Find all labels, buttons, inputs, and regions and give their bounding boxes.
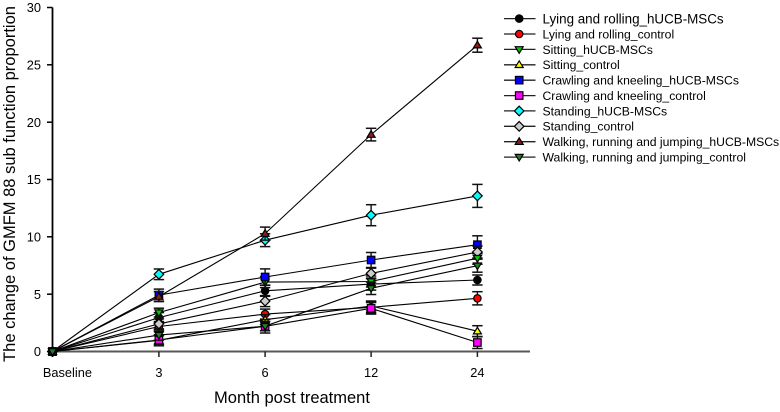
svg-text:Baseline: Baseline bbox=[43, 365, 92, 380]
svg-text:Standing_hUCB-MSCs: Standing_hUCB-MSCs bbox=[543, 104, 668, 118]
svg-text:25: 25 bbox=[27, 57, 41, 72]
svg-text:30: 30 bbox=[27, 0, 41, 15]
svg-text:3: 3 bbox=[155, 365, 162, 380]
svg-text:Standing_control: Standing_control bbox=[543, 120, 634, 134]
svg-text:15: 15 bbox=[27, 172, 41, 187]
svg-text:Sitting_control: Sitting_control bbox=[543, 58, 620, 72]
svg-text:Lying and rolling_control: Lying and rolling_control bbox=[543, 27, 675, 41]
svg-text:5: 5 bbox=[34, 287, 41, 302]
svg-text:6: 6 bbox=[262, 365, 269, 380]
svg-text:Crawling and kneeling_control: Crawling and kneeling_control bbox=[543, 89, 706, 103]
svg-text:0: 0 bbox=[34, 344, 41, 359]
svg-text:Crawling and kneeling_hUCB-MSC: Crawling and kneeling_hUCB-MSCs bbox=[543, 74, 739, 88]
svg-text:Month post treatment: Month post treatment bbox=[214, 389, 370, 407]
svg-text:20: 20 bbox=[27, 115, 41, 130]
svg-text:12: 12 bbox=[364, 365, 378, 380]
svg-text:Walking, running and jumping_h: Walking, running and jumping_hUCB-MSCs bbox=[543, 135, 780, 149]
svg-text:Walking, running and jumping_c: Walking, running and jumping_control bbox=[543, 151, 746, 165]
svg-text:Sitting_hUCB-MSCs: Sitting_hUCB-MSCs bbox=[543, 43, 653, 57]
svg-text:10: 10 bbox=[27, 229, 41, 244]
svg-text:24: 24 bbox=[470, 365, 484, 380]
svg-text:The change of GMFM 88 sub func: The change of GMFM 88 sub function propo… bbox=[1, 6, 19, 362]
svg-text:Lying and rolling_hUCB-MSCs: Lying and rolling_hUCB-MSCs bbox=[543, 11, 724, 26]
